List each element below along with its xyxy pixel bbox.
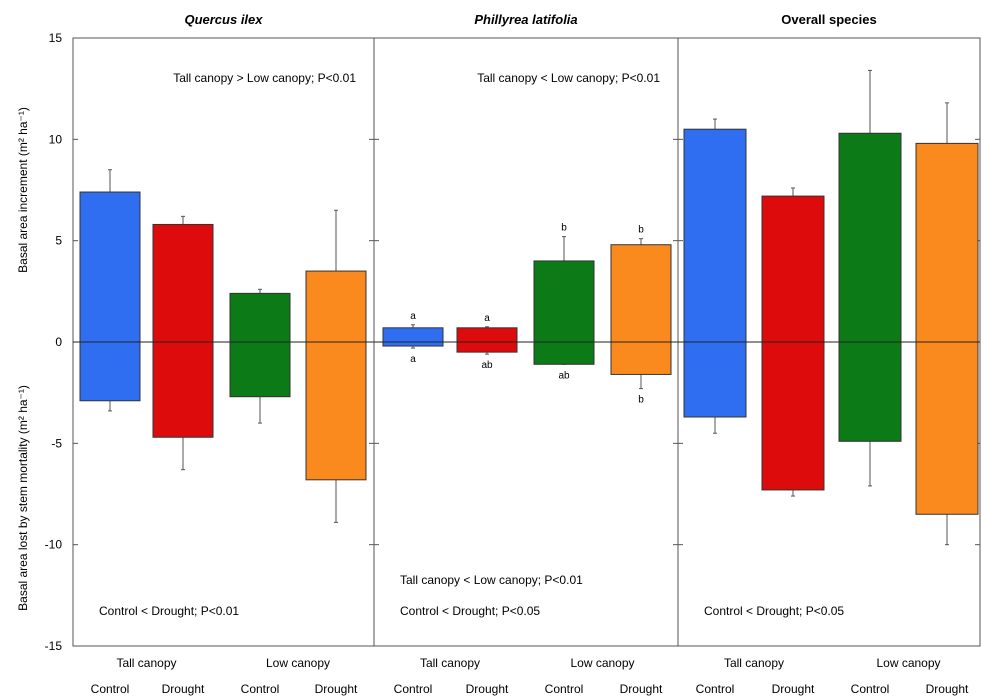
y-axis-label-mortality: Basal area lost by stem mortality (m² ha… (16, 385, 30, 611)
x-treatment-label: Control (91, 682, 130, 696)
x-group-label: Low canopy (570, 656, 634, 670)
annotation-mortality: Tall canopy < Low canopy; P<0.01 (400, 573, 583, 587)
bar-mortality (683, 341, 747, 418)
y-tick-label: -5 (51, 436, 62, 450)
x-treatment-label: Drought (315, 682, 358, 696)
x-group-label: Tall canopy (724, 656, 784, 670)
significance-letter: b (638, 395, 644, 406)
y-tick-label: -10 (45, 538, 63, 552)
x-treatment-label: Control (545, 682, 584, 696)
bar-increment (683, 128, 747, 343)
x-treatment-label: Drought (466, 682, 509, 696)
panel-title: Overall species (781, 12, 876, 27)
y-tick-label: -15 (45, 639, 63, 653)
bar-increment (382, 327, 444, 343)
significance-letter: a (410, 311, 416, 322)
bar-mortality (610, 341, 672, 375)
x-treatment-label: Control (394, 682, 433, 696)
x-treatment-label: Drought (162, 682, 205, 696)
bar-mortality (915, 341, 979, 515)
bar-mortality (79, 341, 141, 402)
x-treatment-label: Control (696, 682, 735, 696)
bar-increment (229, 292, 291, 343)
bar-increment (533, 260, 595, 343)
bar-increment (610, 244, 672, 343)
bar-mortality (838, 341, 902, 442)
annotation-increment: Tall canopy > Low canopy; P<0.01 (173, 71, 356, 85)
annotation-mortality: Control < Drought; P<0.01 (99, 604, 239, 618)
significance-letter: a (484, 313, 490, 324)
bar-increment (456, 327, 518, 343)
y-tick-label: 5 (55, 234, 62, 248)
annotation-mortality: Control < Drought; P<0.05 (400, 604, 540, 618)
y-tick-label: 0 (55, 335, 62, 349)
x-group-label: Low canopy (876, 656, 940, 670)
significance-letter: b (638, 225, 644, 236)
bar-increment (305, 270, 367, 343)
x-group-label: Low canopy (266, 656, 330, 670)
bar-increment (79, 191, 141, 343)
bar-mortality (533, 341, 595, 365)
annotation-mortality: Control < Drought; P<0.05 (704, 604, 844, 618)
bar-mortality (229, 341, 291, 398)
significance-letter: b (561, 223, 567, 234)
bar-mortality (152, 341, 214, 438)
x-treatment-label: Control (241, 682, 280, 696)
annotation-increment: Tall canopy < Low canopy; P<0.01 (477, 71, 660, 85)
y-axis-label-increment: Basal area increment (m² ha⁻¹) (16, 107, 30, 273)
significance-letter: ab (558, 370, 570, 381)
bar-mortality (382, 341, 444, 347)
panel-title: Quercus ilex (184, 12, 263, 27)
bar-increment (838, 132, 902, 343)
bar-increment (915, 142, 979, 343)
y-tick-label: 15 (49, 31, 63, 45)
bar-increment (761, 195, 825, 343)
y-tick-label: 10 (49, 132, 63, 146)
bar-mortality (305, 341, 367, 481)
x-group-label: Tall canopy (420, 656, 480, 670)
x-treatment-label: Drought (772, 682, 815, 696)
bar-increment (152, 223, 214, 343)
bar-mortality (761, 341, 825, 491)
x-treatment-label: Control (851, 682, 890, 696)
significance-letter: a (410, 354, 416, 365)
bar-mortality (456, 341, 518, 353)
panel-title: Phillyrea latifolia (474, 12, 577, 27)
significance-letter: ab (481, 360, 493, 371)
x-treatment-label: Drought (926, 682, 969, 696)
x-group-label: Tall canopy (116, 656, 176, 670)
x-treatment-label: Drought (620, 682, 663, 696)
